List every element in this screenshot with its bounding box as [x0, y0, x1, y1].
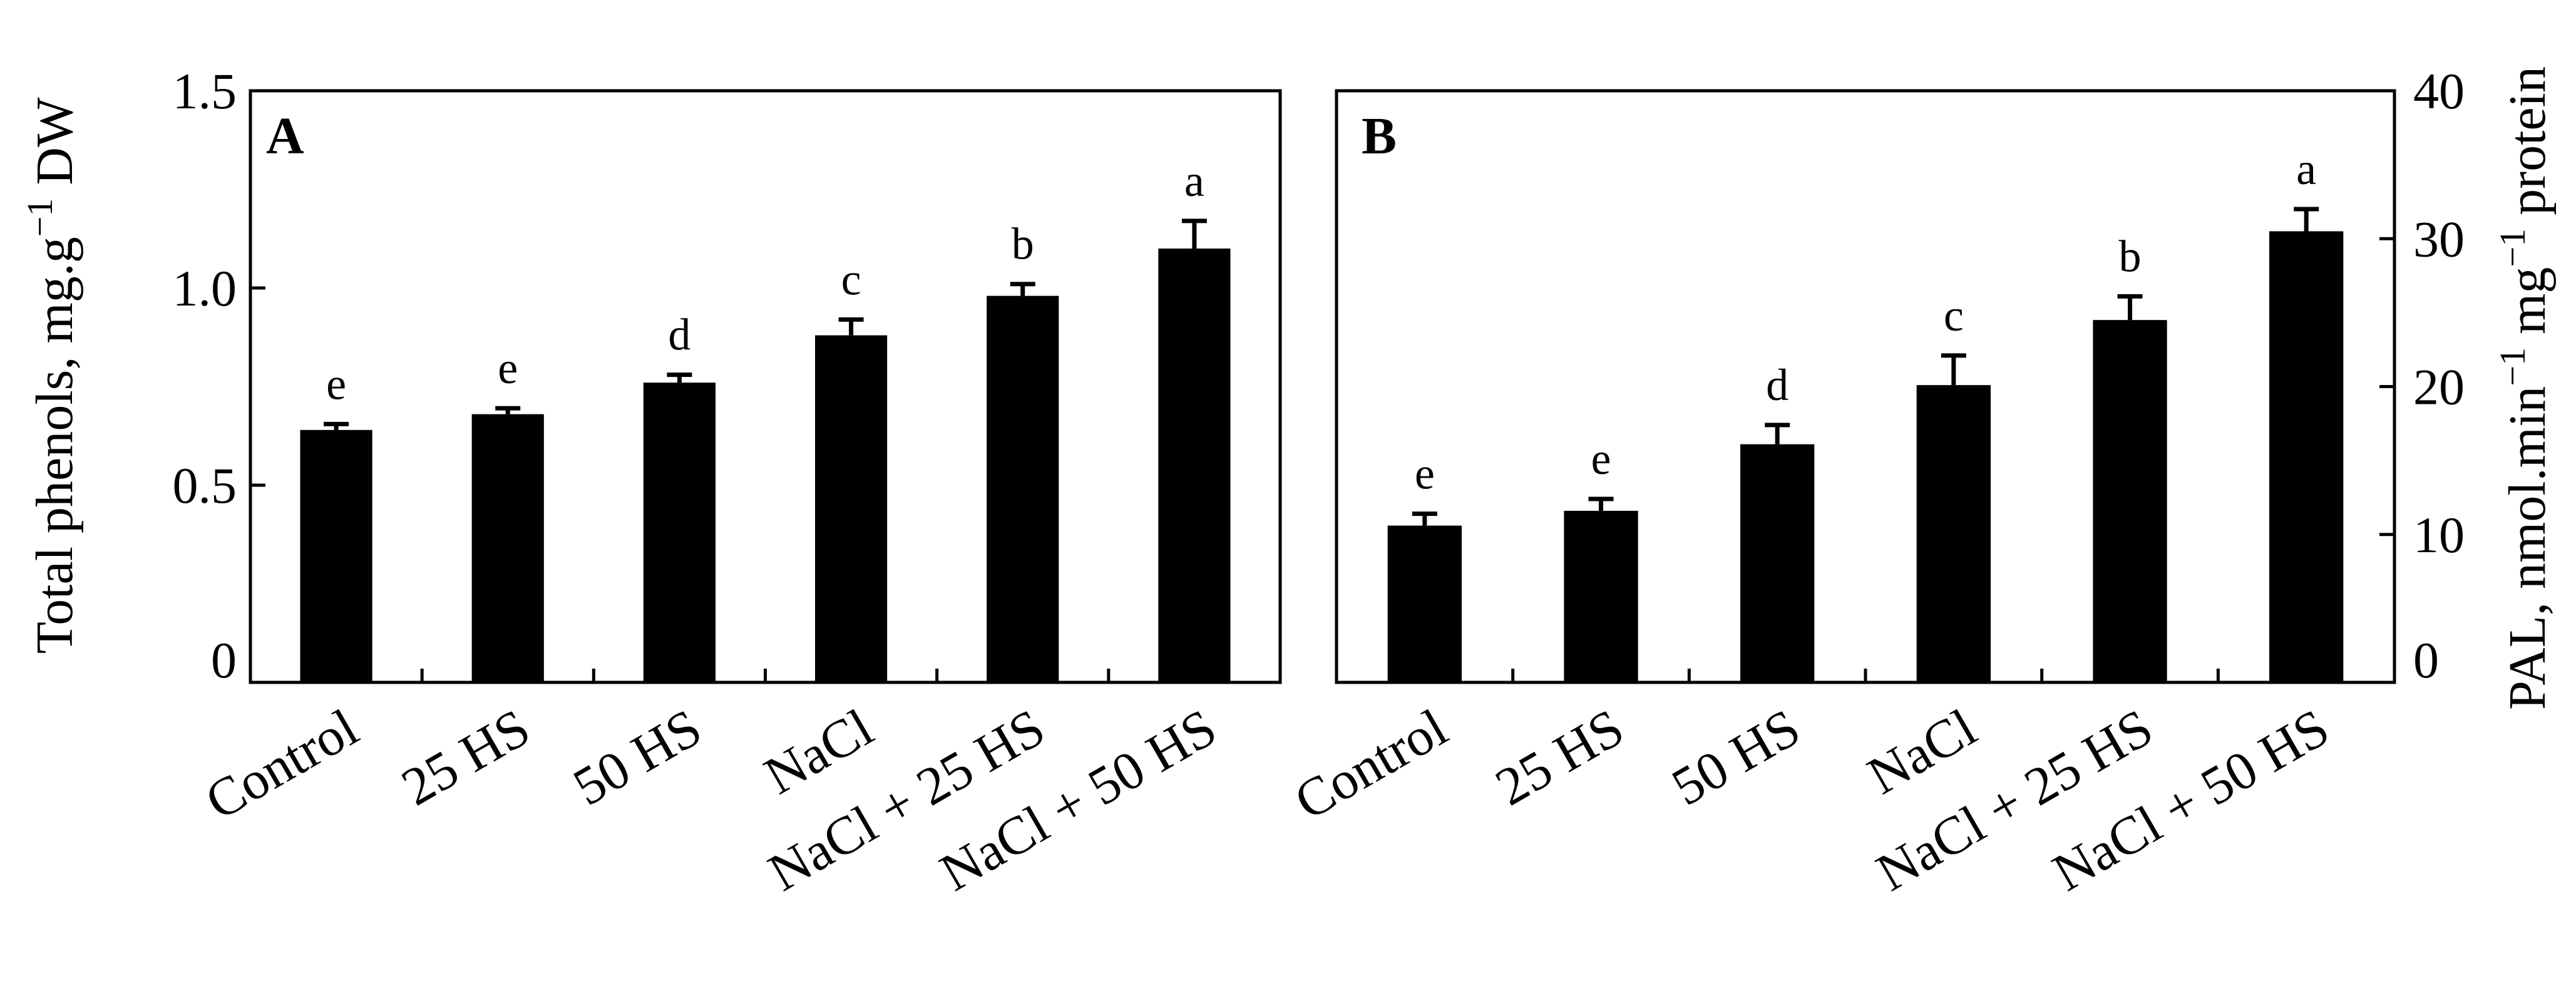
panel-a-bar	[471, 414, 544, 682]
panel-b-plot-frame	[1335, 89, 2396, 684]
panel-b-significance-letter: e	[1591, 434, 1611, 484]
panel-a-chart: Total phenols, mg.g−1 DW A 0 0.5 1.0 1.5 e Co…	[19, 63, 1282, 903]
panel-a-category-label: Control	[195, 697, 368, 831]
panel-a-significance-letter: e	[498, 343, 518, 393]
panel-a-y-tick-label: 0	[211, 632, 237, 689]
panel-a-y-axis-label: Total phenols, mg.g−1 DW	[19, 97, 85, 654]
panel-a-bar	[815, 335, 888, 682]
panel-b-y-tick-label: 10	[2413, 506, 2465, 563]
panel-b-category-label: 50 HS	[1662, 697, 1810, 817]
panel-b-bar	[2269, 231, 2344, 682]
panel-b-chart: PAL, nmol.min−1 mg−1 protein B 0 10 20 30 40…	[1285, 63, 2557, 903]
panel-a-category-label: 25 HS	[392, 697, 540, 817]
panel-b-significance-letter: c	[1944, 290, 1964, 341]
panel-b-significance-letter: b	[2119, 231, 2142, 281]
panel-a-significance-letter: d	[668, 310, 690, 360]
panel-b-y-tick-label: 0	[2413, 632, 2439, 689]
panel-b-category-label: 25 HS	[1486, 697, 1633, 817]
panel-b-bar	[2093, 320, 2167, 682]
panel-a-significance-letter: b	[1012, 219, 1034, 269]
panel-a-y-tick-label: 1.5	[173, 63, 237, 120]
panel-a-significance-letter: e	[326, 359, 346, 409]
panel-b-y-tick-label: 20	[2413, 359, 2465, 416]
panel-b-bar	[1916, 385, 1991, 682]
panel-a-y-tick-label: 0.5	[173, 457, 237, 514]
panel-b-significance-letter: d	[1766, 360, 1788, 410]
panel-b-category-label: NaCl	[1857, 697, 1986, 806]
panel-a-category-label: 50 HS	[563, 697, 711, 817]
panel-a-significance-letter: c	[841, 254, 861, 304]
panel-b-y-axis-label: PAL, nmol.min−1 mg−1 protein	[2492, 66, 2557, 710]
panel-a-significance-letter: a	[1184, 156, 1204, 206]
panel-b-category-label: Control	[1285, 697, 1457, 831]
panel-b-bar	[1387, 525, 1462, 682]
panel-a-label: A	[266, 107, 304, 165]
panel-b-significance-letter: e	[1415, 449, 1435, 499]
panel-a-y-tick-label: 1.0	[173, 260, 237, 317]
panel-a-bar	[300, 429, 372, 682]
panel-b-y-tick-label: 30	[2413, 210, 2465, 267]
panel-b-bar	[1564, 510, 1638, 682]
panel-b-bar	[1740, 444, 1815, 682]
panel-a-bar	[987, 295, 1059, 683]
panel-b-significance-letter: a	[2296, 144, 2316, 194]
panel-b-label: B	[1362, 107, 1397, 165]
panel-a-plot-frame	[249, 89, 1282, 684]
panel-a-bar	[1158, 249, 1231, 682]
panel-b-y-tick-label: 40	[2413, 63, 2465, 120]
panel-a-bar	[643, 383, 716, 682]
